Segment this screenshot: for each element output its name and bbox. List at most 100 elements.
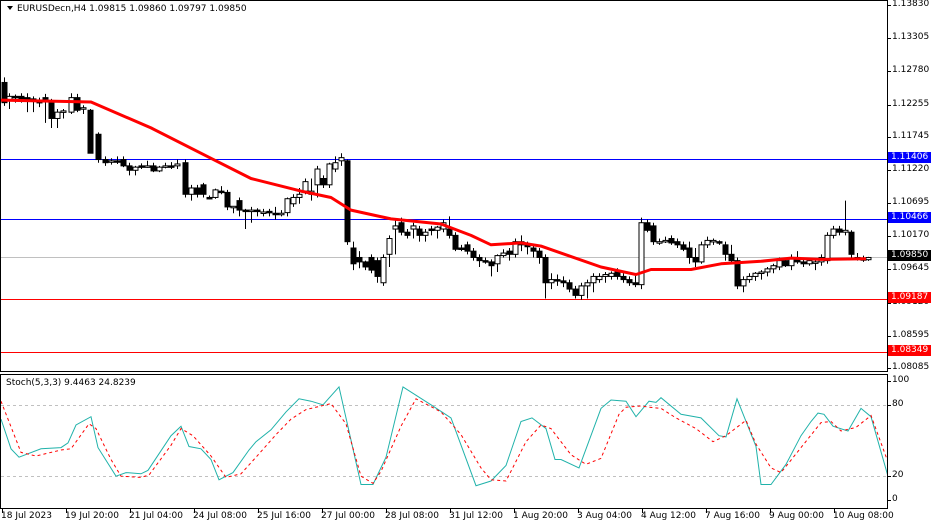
candle <box>254 208 261 217</box>
candle <box>320 175 327 188</box>
price-label: 1.12780 <box>892 65 930 75</box>
time-label: 10 Aug 08:00 <box>833 511 894 521</box>
candle <box>362 260 369 271</box>
time-tick <box>130 509 131 513</box>
price-tick <box>888 203 891 204</box>
time-label: 27 Jul 00:00 <box>321 511 375 521</box>
candle <box>344 159 351 245</box>
stoch-tick <box>888 500 891 501</box>
candle <box>656 238 663 245</box>
stoch-label: 20 <box>892 470 904 480</box>
candle <box>68 93 75 115</box>
candle <box>746 273 753 283</box>
candle <box>422 229 429 242</box>
candle <box>572 285 579 299</box>
candle <box>350 241 357 271</box>
price-label: 1.08085 <box>892 362 930 372</box>
candle <box>596 273 603 283</box>
moving-average-line <box>1 98 867 276</box>
candle <box>758 270 765 280</box>
candle <box>48 98 55 128</box>
price-level-tag: 1.11406 <box>888 152 932 163</box>
price-tick <box>888 269 891 270</box>
time-tick <box>706 509 707 513</box>
candle <box>752 272 759 281</box>
candle <box>132 165 139 176</box>
candle <box>200 182 207 198</box>
candle <box>42 93 49 123</box>
candle <box>368 254 375 274</box>
candle <box>266 208 273 217</box>
candle <box>314 165 321 198</box>
candle <box>87 108 94 154</box>
candle <box>162 162 169 169</box>
time-label: 24 Jul 08:00 <box>193 511 247 521</box>
price-tick <box>888 236 891 237</box>
candle <box>740 276 747 293</box>
time-label: 3 Aug 04:00 <box>577 511 632 521</box>
candle <box>168 162 175 170</box>
candle <box>30 96 37 113</box>
candle <box>404 229 411 239</box>
candle <box>416 225 423 242</box>
candle <box>236 197 243 217</box>
price-tick <box>888 137 891 138</box>
candle <box>836 225 843 236</box>
candle <box>218 186 225 195</box>
candle <box>542 254 549 299</box>
stoch-tick <box>888 405 891 406</box>
candle <box>530 244 537 258</box>
stochastic-plot[interactable] <box>1 375 887 508</box>
price-label: 1.12255 <box>892 99 930 109</box>
collapse-triangle-icon[interactable] <box>7 6 13 10</box>
time-tick <box>834 509 835 513</box>
candle <box>452 232 459 252</box>
candle <box>138 163 145 170</box>
candle <box>578 282 585 300</box>
candle <box>326 162 333 188</box>
candle <box>54 108 61 128</box>
candle <box>842 200 849 236</box>
candlestick-plot[interactable] <box>1 1 887 371</box>
candle <box>194 184 201 198</box>
candle <box>24 93 31 113</box>
candle <box>108 158 115 165</box>
candle <box>272 206 279 220</box>
candle <box>554 274 561 286</box>
price-label: 1.10695 <box>892 197 930 207</box>
price-tick <box>888 38 891 39</box>
time-tick <box>770 509 771 513</box>
price-tick <box>888 105 891 106</box>
candle <box>338 153 345 166</box>
candle <box>114 156 121 164</box>
candle <box>120 156 127 168</box>
candle <box>830 225 837 239</box>
candle <box>242 208 249 230</box>
time-label: 19 Jul 20:00 <box>65 511 119 521</box>
time-label: 4 Aug 12:00 <box>641 511 696 521</box>
price-tick <box>888 170 891 171</box>
candle <box>638 217 645 290</box>
price-label: 1.13305 <box>892 32 930 42</box>
time-tick <box>450 509 451 513</box>
candle <box>722 241 729 261</box>
candle <box>156 165 163 173</box>
candle <box>392 219 399 255</box>
candle <box>95 132 102 163</box>
stoch-signal-line <box>1 398 887 484</box>
candle <box>626 276 633 286</box>
candle <box>380 254 387 286</box>
price-level-tag: 1.08349 <box>888 345 932 356</box>
candle <box>674 238 681 248</box>
candle <box>308 178 315 201</box>
price-level-tag: 1.09187 <box>888 292 932 303</box>
stochastic-panel[interactable]: Stoch(5,3,3) 9.4463 24.8239 <box>0 374 888 509</box>
chart-title: EURUSDecn,H4 1.09815 1.09860 1.09797 1.0… <box>7 4 247 14</box>
candle <box>728 244 735 264</box>
stoch-label: 80 <box>892 399 904 409</box>
stoch-tick <box>888 476 891 477</box>
candle <box>224 189 231 211</box>
price-chart-panel[interactable]: EURUSDecn,H4 1.09815 1.09860 1.09797 1.0… <box>0 0 888 372</box>
time-tick <box>194 509 195 513</box>
price-label: 1.09645 <box>892 263 930 273</box>
